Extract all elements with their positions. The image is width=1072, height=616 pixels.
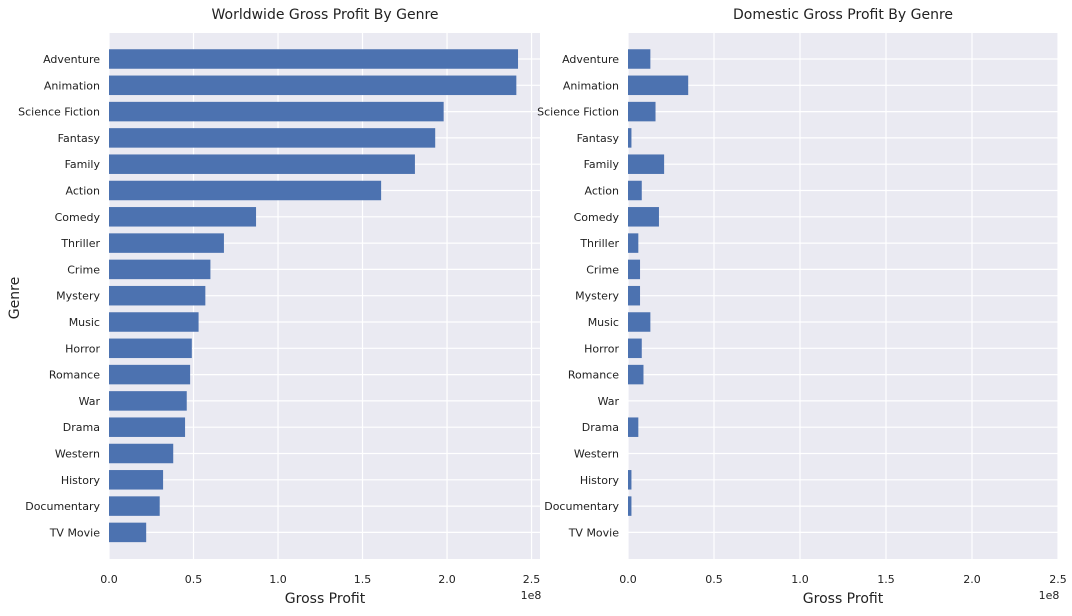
bar-horror xyxy=(628,338,642,359)
bar-animation xyxy=(109,75,517,96)
x-tick-label: 2.5 xyxy=(1049,573,1067,586)
bar-comedy xyxy=(109,207,257,227)
bar-western xyxy=(109,443,174,464)
y-tick-label: Science Fiction xyxy=(537,106,619,119)
y-tick-label: Documentary xyxy=(25,500,100,513)
y-tick-label: Romance xyxy=(568,369,619,382)
y-tick-label: Science Fiction xyxy=(18,106,100,119)
y-tick-label: Animation xyxy=(44,79,100,92)
y-tick-label: War xyxy=(79,395,101,408)
y-tick-label: Animation xyxy=(563,79,619,92)
x-tick-label: 0.0 xyxy=(619,573,637,586)
y-tick-label: Family xyxy=(65,158,101,171)
bar-romance xyxy=(628,364,644,385)
y-tick-label: Horror xyxy=(584,342,619,355)
bar-adventure xyxy=(109,49,519,69)
chart-panel-domestic: Adventure Animation Science Fiction Fantasy… xyxy=(537,7,1067,607)
x-tick-label: 0.0 xyxy=(100,573,118,586)
y-tick-label: Thriller xyxy=(579,237,619,250)
y-tick-label: Fantasy xyxy=(58,132,101,145)
chart-panel-worldwide: Adventure Animation Science Fiction Fantasy… xyxy=(18,7,541,607)
bar-fantasy xyxy=(109,128,436,148)
bar-family xyxy=(109,154,415,174)
bar-family xyxy=(628,154,665,174)
bar-drama xyxy=(109,417,186,437)
bar-tv-movie xyxy=(109,522,147,543)
bar-documentary xyxy=(628,496,632,516)
x-tick-label: 1.5 xyxy=(354,573,372,586)
y-tick-label: Mystery xyxy=(56,290,100,303)
bar-adventure xyxy=(628,49,651,69)
bar-science-fiction xyxy=(628,101,656,122)
bar-drama xyxy=(628,417,639,437)
y-tick-label: History xyxy=(61,474,101,487)
y-tick-label: Western xyxy=(55,448,100,461)
y-tick-label: War xyxy=(598,395,620,408)
y-tick-label: Documentary xyxy=(544,500,619,513)
y-tick-label: TV Movie xyxy=(568,526,620,539)
y-tick-label: Comedy xyxy=(55,211,101,224)
bar-music xyxy=(109,312,199,332)
bar-romance xyxy=(109,364,191,385)
chart-title: Domestic Gross Profit By Genre xyxy=(733,7,953,23)
y-tick-label: Drama xyxy=(63,421,100,434)
bar-comedy xyxy=(628,207,659,227)
y-tick-label: Western xyxy=(574,448,619,461)
bar-documentary xyxy=(109,496,160,516)
y-tick-label: Adventure xyxy=(562,53,619,66)
x-tick-label: 1.0 xyxy=(269,573,287,586)
x-tick-label: 2.5 xyxy=(523,573,541,586)
bar-animation xyxy=(628,75,689,96)
y-tick-label: Music xyxy=(588,316,619,329)
x-tick-label: 1.5 xyxy=(877,573,895,586)
x-axis-offset-label: 1e8 xyxy=(521,589,542,602)
y-tick-label: Crime xyxy=(586,263,619,276)
bar-history xyxy=(628,470,632,490)
x-tick-label: 2.0 xyxy=(438,573,456,586)
y-tick-label: Music xyxy=(69,316,100,329)
bar-crime xyxy=(628,259,641,280)
y-tick-label: Crime xyxy=(67,263,100,276)
y-tick-label: Action xyxy=(585,185,619,198)
bar-horror xyxy=(109,338,192,359)
y-tick-label: Family xyxy=(584,158,620,171)
y-tick-label: Adventure xyxy=(43,53,100,66)
y-tick-label: History xyxy=(580,474,620,487)
x-axis-offset-label: 1e8 xyxy=(1039,589,1060,602)
y-tick-label: TV Movie xyxy=(49,526,101,539)
y-tick-label: Horror xyxy=(65,342,100,355)
x-tick-label: 2.0 xyxy=(963,573,981,586)
bar-war xyxy=(109,391,187,411)
y-tick-label: Comedy xyxy=(574,211,620,224)
y-tick-label: Action xyxy=(66,185,100,198)
bar-music xyxy=(628,312,651,332)
x-tick-label: 0.5 xyxy=(705,573,723,586)
y-tick-label: Fantasy xyxy=(577,132,620,145)
bar-thriller xyxy=(109,233,224,253)
figure-y-axis-label: Genre xyxy=(7,277,23,319)
x-tick-label: 0.5 xyxy=(185,573,203,586)
bar-action xyxy=(109,180,382,201)
bar-thriller xyxy=(628,233,639,253)
y-tick-label: Mystery xyxy=(575,290,619,303)
bar-fantasy xyxy=(628,128,632,148)
x-axis-label: Gross Profit xyxy=(803,591,884,607)
y-tick-label: Thriller xyxy=(60,237,100,250)
bar-mystery xyxy=(109,285,206,306)
bar-history xyxy=(109,470,164,490)
y-tick-label: Drama xyxy=(582,421,619,434)
y-tick-label: Romance xyxy=(49,369,100,382)
bar-science-fiction xyxy=(109,101,444,122)
chart-title: Worldwide Gross Profit By Genre xyxy=(211,7,438,23)
x-axis-label: Gross Profit xyxy=(285,591,366,607)
bar-crime xyxy=(109,259,211,280)
bar-mystery xyxy=(628,285,641,306)
x-tick-label: 1.0 xyxy=(791,573,809,586)
bar-action xyxy=(628,180,642,201)
